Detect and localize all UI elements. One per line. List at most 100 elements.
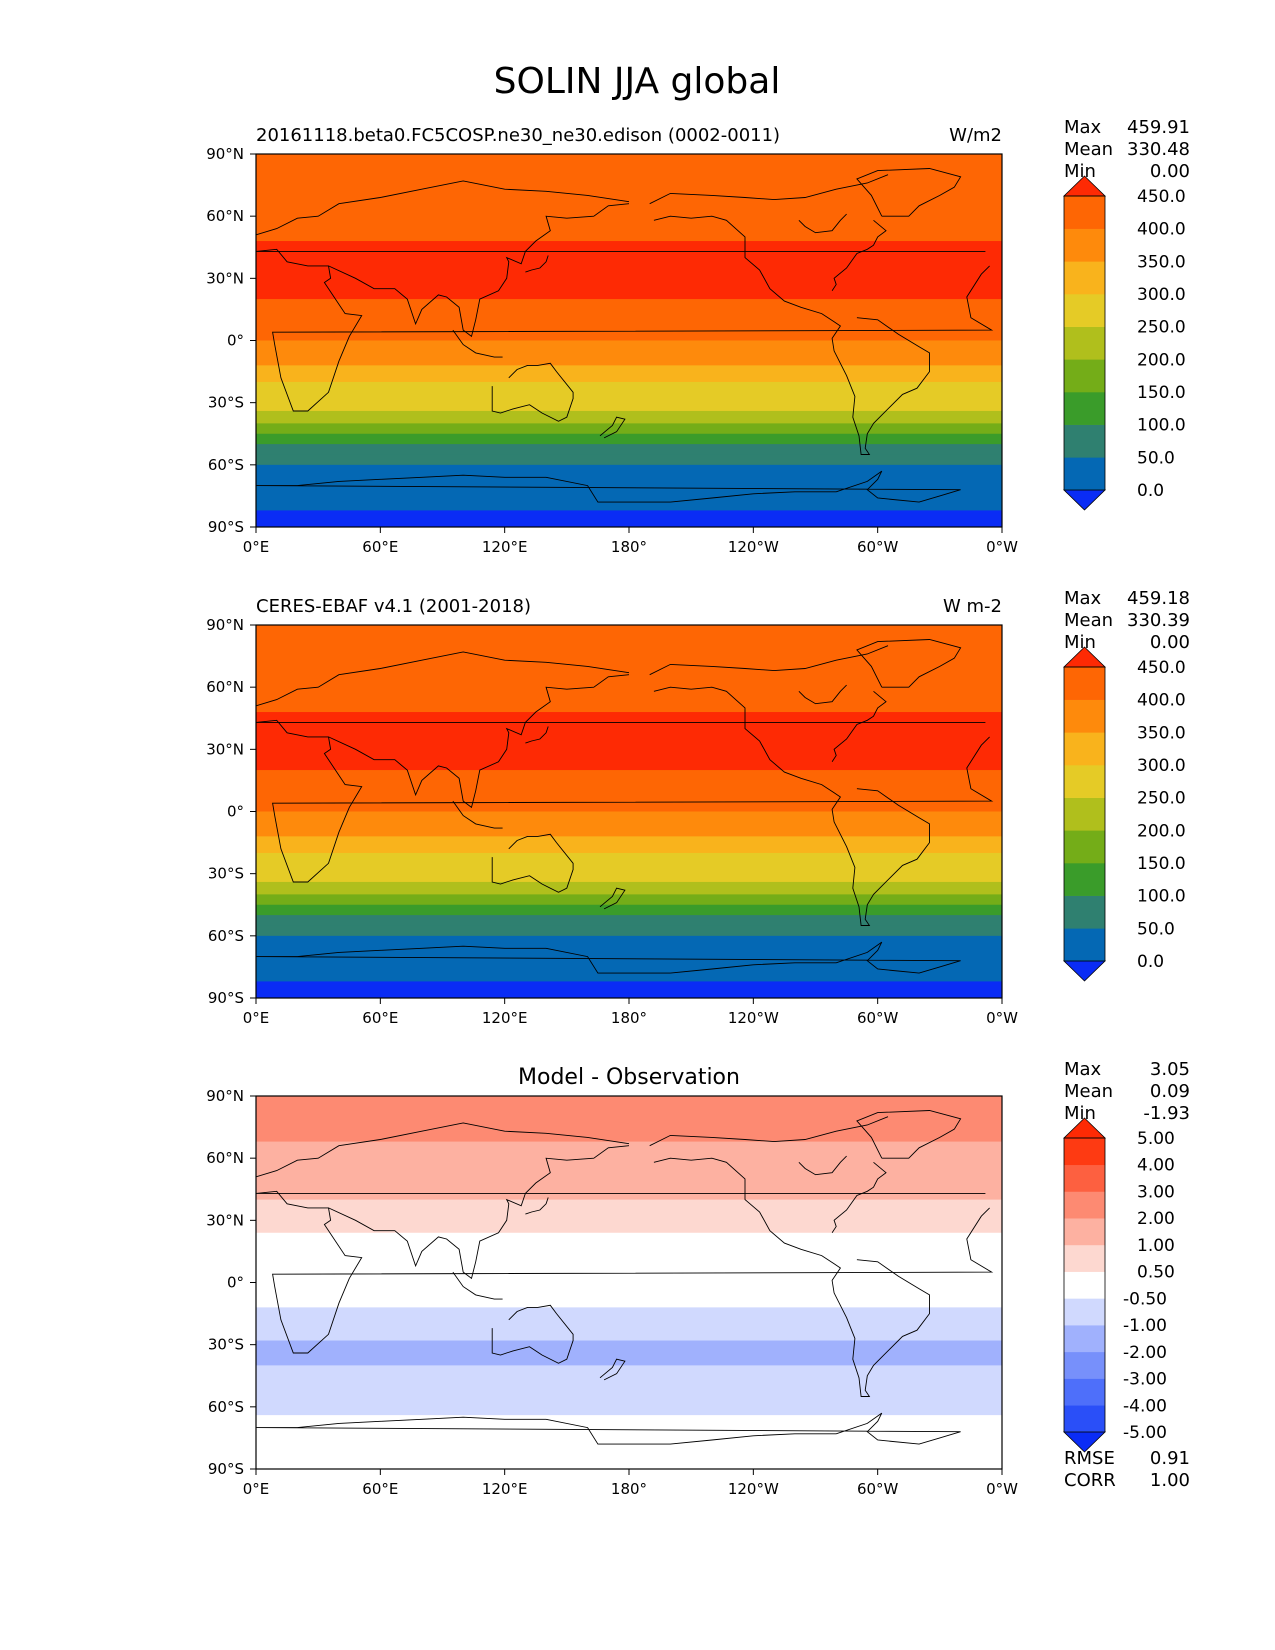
coastline: [856, 639, 962, 688]
colorbar-tick-label: 400.0: [1137, 691, 1186, 711]
contour-band: [256, 1323, 1002, 1342]
coastline: [831, 219, 887, 292]
coastlines: [256, 168, 994, 503]
colorbar-tick-label: 450.0: [1137, 658, 1186, 678]
contour-band: [256, 423, 1002, 435]
contour-band: [256, 904, 1002, 916]
coastline: [256, 651, 630, 707]
colorbar-tick-label: -5.00: [1123, 1423, 1167, 1443]
colorbar-tick-label: 250.0: [1137, 318, 1186, 338]
contour-band: [256, 625, 1002, 643]
lat-tick-label: 30°N: [206, 269, 244, 287]
lon-tick-label: 60°E: [362, 1480, 398, 1498]
lat-tick-label: 60°N: [206, 1149, 244, 1167]
coastline: [653, 686, 930, 926]
lat-tick-label: 0°: [227, 1274, 244, 1292]
stat-label: Max: [1064, 588, 1102, 609]
contour-band: [256, 154, 1002, 172]
stat-value: 459.91: [1127, 117, 1190, 138]
lat-tick-label: 30°N: [206, 1211, 244, 1229]
colorbar-tick-label: 2.00: [1137, 1209, 1175, 1229]
contour-band: [256, 869, 1002, 883]
coastline: [798, 684, 847, 705]
colorbar-tick-label: -3.00: [1123, 1370, 1167, 1390]
lon-tick-label: 60°W: [857, 538, 899, 556]
contour-band: [256, 340, 1002, 366]
coastline: [491, 362, 574, 422]
contour-band: [256, 381, 1002, 400]
colorbar-segment: [1064, 1405, 1105, 1433]
colorbar-segment: [1064, 1378, 1105, 1406]
colorbar: 450.0 400.0 350.0 300.0 250.0 200.0 150.0 100.0…: [1063, 646, 1186, 982]
panel-title: Model - Observation: [518, 1065, 740, 1090]
colorbar-segment: [1064, 294, 1105, 327]
colorbar-segment: [1064, 1298, 1105, 1326]
colorbar-segment: [1064, 1191, 1105, 1219]
stat-label: Min: [1064, 632, 1096, 653]
colorbar-segment: [1064, 765, 1105, 798]
contour-band: [256, 770, 1002, 812]
stat-value: 3.05: [1150, 1059, 1190, 1080]
coastline: [256, 941, 961, 974]
contour-band: [256, 915, 1002, 926]
coastline: [856, 168, 962, 217]
coastline: [256, 248, 994, 412]
contour-band: [256, 811, 1002, 837]
colorbar: 5.00 4.00 3.00 2.00 1.00 0.50 -0.50 -1.00 -2.00 -…: [1063, 1117, 1175, 1453]
colorbar-tick-label: 100.0: [1137, 887, 1186, 907]
lat-tick-label: 90°S: [208, 518, 244, 536]
colorbar-segment: [1064, 895, 1105, 929]
coastline: [649, 645, 889, 676]
lat-tick-label: 60°S: [208, 1398, 244, 1416]
metric-value: 0.91: [1150, 1448, 1190, 1469]
colorbar-tick-label: 350.0: [1137, 723, 1186, 743]
coastline: [452, 1271, 503, 1300]
map-area: 90°N 60°N 30°N 0° 30°S 60°S 90°S 0°E 60°E 120°E 18…: [206, 1065, 1018, 1498]
stat-value: 0.00: [1150, 632, 1190, 653]
stat-label: Max: [1064, 1059, 1102, 1080]
coastlines: [256, 1110, 994, 1445]
contour-band: [256, 1141, 1002, 1201]
coastline: [798, 213, 847, 234]
lon-tick-label: 180°: [611, 1009, 647, 1027]
colorbar-tick-label: 350.0: [1137, 252, 1186, 272]
colorbar-segment: [1064, 699, 1105, 733]
contour-band: [256, 836, 1002, 854]
colorbar-tick-label: 0.0: [1137, 952, 1164, 972]
stat-label: Mean: [1064, 1081, 1113, 1102]
contour-band: [256, 170, 1002, 242]
stat-label: Max: [1064, 117, 1102, 138]
lon-tick-label: 60°W: [857, 1009, 899, 1027]
lon-tick-label: 60°W: [857, 1480, 899, 1498]
coastline: [525, 255, 549, 273]
contour-band: [256, 241, 1002, 300]
colorbar-tick-label: 200.0: [1137, 350, 1186, 370]
contour-band: [256, 894, 1002, 906]
colorbar-tick-label: -4.00: [1123, 1396, 1167, 1416]
colorbar-segment: [1064, 261, 1105, 295]
colorbar-tick-label: 150.0: [1137, 383, 1186, 403]
lon-tick-label: 60°E: [362, 1009, 398, 1027]
stat-label: Min: [1064, 1103, 1096, 1124]
coastline: [256, 1190, 994, 1354]
coastline: [452, 329, 503, 358]
panel-diff: 90°N 60°N 30°N 0° 30°S 60°S 90°S 0°E 60°E 120°E 18…: [206, 1059, 1190, 1498]
coastline: [452, 800, 503, 829]
colorbar-frame: [1063, 195, 1106, 491]
metric-label: RMSE: [1064, 1448, 1115, 1469]
coastline: [256, 719, 994, 883]
coastline: [831, 690, 887, 763]
stats-block: Max 459.91 Mean 330.48 Min 0.00: [1064, 117, 1190, 182]
contour-band: [256, 410, 1002, 424]
coastline: [856, 1110, 962, 1159]
contour-band: [256, 1307, 1002, 1325]
contour-band: [256, 444, 1002, 455]
colorbar-segment: [1064, 1218, 1105, 1246]
colorbar-frame: [1063, 1137, 1106, 1433]
coastline: [256, 1122, 630, 1178]
panel-reference: 90°N 60°N 30°N 0° 30°S 60°S 90°S 0°E 60°E 120°E 18…: [206, 588, 1190, 1027]
coastline: [491, 1304, 574, 1364]
colorbar-segment: [1064, 228, 1105, 262]
lat-tick-label: 90°S: [208, 1460, 244, 1478]
stat-value: 330.39: [1127, 610, 1190, 631]
